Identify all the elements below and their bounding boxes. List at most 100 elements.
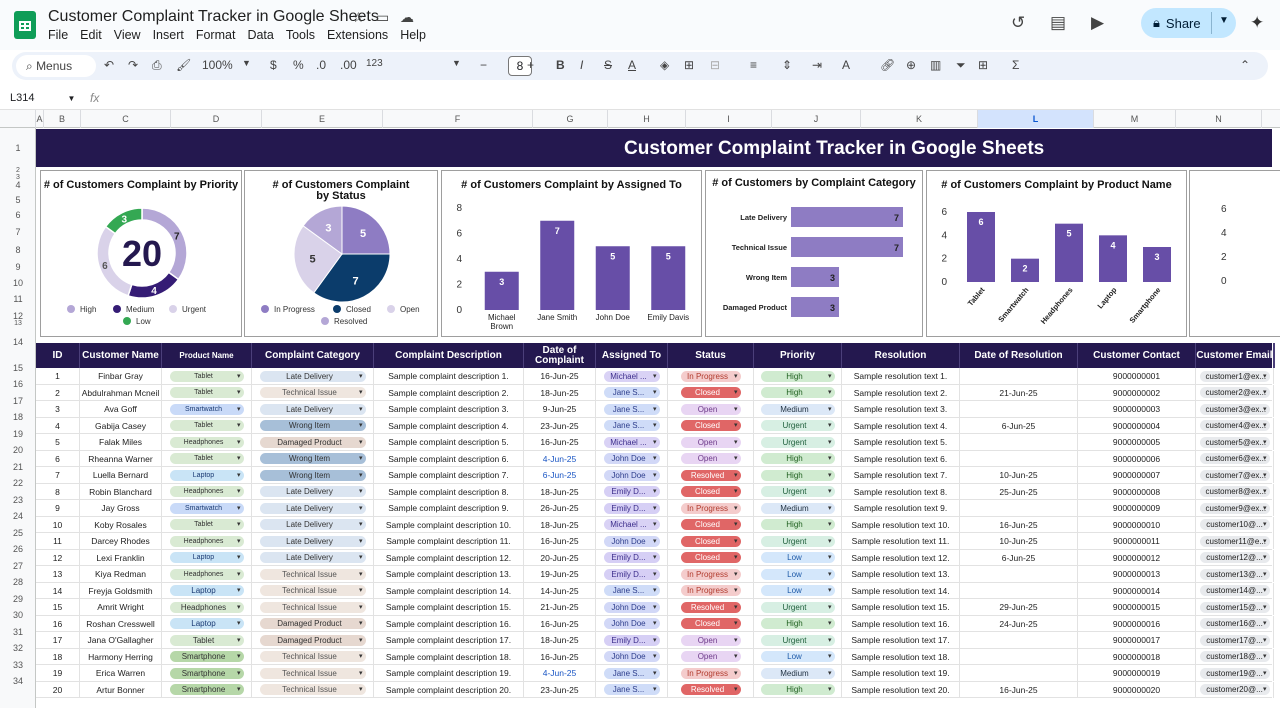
row-header[interactable]: 5 [15,195,21,205]
cell-complaint-description[interactable]: Sample complaint description 13. [374,566,524,582]
decrease-decimal-button[interactable]: .0 [316,58,327,72]
dropdown-chip[interactable]: Smartwatch [169,403,244,415]
column-header-date-of-resolution[interactable]: Date of Resolution [960,343,1078,368]
document-title[interactable]: Customer Complaint Tracker in Google She… [48,8,379,25]
dropdown-chip[interactable]: Smartwatch [169,502,244,514]
row-header[interactable]: 15 [12,363,23,373]
fill-color-icon[interactable]: ◈ [660,58,670,72]
cell-assigned-to[interactable]: John Doe [596,599,668,615]
cell-customer-name[interactable]: Freyja Goldsmith [80,582,162,599]
dropdown-chip[interactable]: Low [760,651,835,663]
cell-complaint-description[interactable]: Sample complaint description 12. [374,549,524,566]
email-chip[interactable]: customer7@ex... [1199,469,1270,481]
cell-date-of-resolution[interactable] [960,582,1078,599]
dropdown-chip[interactable]: Technical Issue [259,387,366,399]
cell-complaint-category[interactable]: Technical Issue [252,648,374,665]
email-chip[interactable]: customer11@e... [1199,535,1270,547]
cell-priority[interactable]: Medium [754,401,842,417]
dropdown-chip[interactable]: Late Delivery [259,552,366,564]
text-color-icon[interactable]: A [628,58,637,72]
row-header[interactable]: 30 [12,610,23,620]
bold-icon[interactable]: B [556,58,565,72]
cell-id[interactable]: 17 [36,632,80,648]
dropdown-chip[interactable]: Resolved [680,469,741,481]
column-header-g[interactable]: G [533,110,608,128]
text-rotation-icon[interactable]: A [842,58,851,72]
dropdown-chip[interactable]: Medium [760,667,835,679]
cell-date-of-resolution[interactable] [960,368,1078,384]
cell-product-name[interactable]: Smartphone [162,665,252,681]
cell-resolution[interactable]: Sample resolution text 9. [842,500,960,516]
dropdown-chip[interactable]: Late Delivery [259,403,366,415]
cell-customer-name[interactable]: Gabija Casey [80,417,162,434]
italic-icon[interactable]: I [580,58,584,72]
donut-slice-low[interactable] [104,207,143,235]
dropdown-chip[interactable]: Headphones [169,486,244,498]
cell-resolution[interactable]: Sample resolution text 13. [842,566,960,582]
strikethrough-icon[interactable]: S [604,58,613,72]
share-button[interactable]: 🔒︎ Share ▼ [1141,8,1236,38]
cell-customer-contact[interactable]: 9000000012 [1078,549,1196,566]
menu-file[interactable]: File [48,28,69,42]
chart-status[interactable]: # of Customers Complaint by Status 5 7 5 3 I… [244,170,438,337]
dropdown-chip[interactable]: Wrong Item [259,420,366,432]
cell-product-name[interactable]: Tablet [162,516,252,533]
cell-customer-contact[interactable]: 9000000018 [1078,648,1196,665]
dropdown-chip[interactable]: Urgent [760,420,835,432]
cell-complaint-category[interactable]: Wrong Item [252,450,374,467]
dropdown-chip[interactable]: Technical Issue [259,684,366,696]
dropdown-chip[interactable]: Emily D... [603,502,660,514]
dropdown-chip[interactable]: High [760,370,835,382]
share-dropdown-icon[interactable]: ▼ [1219,15,1229,26]
cell-customer-email[interactable]: customer14@... [1196,582,1274,599]
percent-format-button[interactable]: % [293,58,304,72]
row-header[interactable]: 29 [12,594,23,604]
cell-assigned-to[interactable]: Emily D... [596,566,668,582]
dropdown-chip[interactable]: In Progress [680,667,741,679]
cell-id[interactable]: 16 [36,615,80,632]
cell-assigned-to[interactable]: Jane S... [596,665,668,681]
cell-customer-name[interactable]: Amrit Wright [80,599,162,615]
cell-product-name[interactable]: Laptop [162,615,252,632]
cell-product-name[interactable]: Smartphone [162,681,252,698]
dropdown-chip[interactable]: John Doe [603,618,660,630]
column-header-k[interactable]: K [861,110,978,128]
cell-id[interactable]: 7 [36,467,80,483]
dropdown-chip[interactable]: Urgent [760,535,835,547]
cell-date-of-complaint[interactable]: 16-Jun-25 [524,434,596,450]
cell-assigned-to[interactable]: John Doe [596,467,668,483]
dropdown-chip[interactable]: Michael ... [603,519,660,531]
column-header-e[interactable]: E [262,110,383,128]
cell-complaint-description[interactable]: Sample complaint description 10. [374,516,524,533]
cell-date-of-complaint[interactable]: 9-Jun-25 [524,401,596,417]
cell-priority[interactable]: High [754,681,842,698]
horizontal-align-icon[interactable]: ≡ [750,58,758,72]
dropdown-chip[interactable]: Urgent [760,486,835,498]
row-header[interactable]: 25 [12,528,23,538]
menu-tools[interactable]: Tools [285,28,316,42]
dropdown-chip[interactable]: Closed [680,535,741,547]
redo-icon[interactable]: ↷ [128,58,139,72]
dropdown-chip[interactable]: Technical Issue [259,651,366,663]
dropdown-chip[interactable]: Headphones [169,535,244,547]
cell-customer-contact[interactable]: 9000000011 [1078,533,1196,549]
cell-status[interactable]: In Progress [668,665,754,681]
meet-icon[interactable]: ▶ [1091,13,1105,32]
cell-customer-contact[interactable]: 9000000007 [1078,467,1196,483]
font-decrease-icon[interactable]: − [480,58,488,72]
dropdown-chip[interactable]: Emily D... [603,568,660,580]
column-header-b[interactable]: B [44,110,81,128]
cell-customer-email[interactable]: customer20@... [1196,681,1274,698]
dropdown-chip[interactable]: High [760,453,835,465]
cell-complaint-category[interactable]: Technical Issue [252,582,374,599]
cell-date-of-resolution[interactable]: 6-Jun-25 [960,417,1078,434]
bar-tablet[interactable] [967,212,995,282]
dropdown-chip[interactable]: Urgent [760,634,835,646]
cell-date-of-resolution[interactable] [960,401,1078,417]
cell-complaint-description[interactable]: Sample complaint description 5. [374,434,524,450]
bar-smartphone[interactable] [1143,247,1171,282]
dropdown-chip[interactable]: Jane S... [603,684,660,696]
cell-date-of-resolution[interactable]: 10-Jun-25 [960,533,1078,549]
cell-date-of-complaint[interactable]: 18-Jun-25 [524,384,596,401]
cell-customer-contact[interactable]: 9000000004 [1078,417,1196,434]
